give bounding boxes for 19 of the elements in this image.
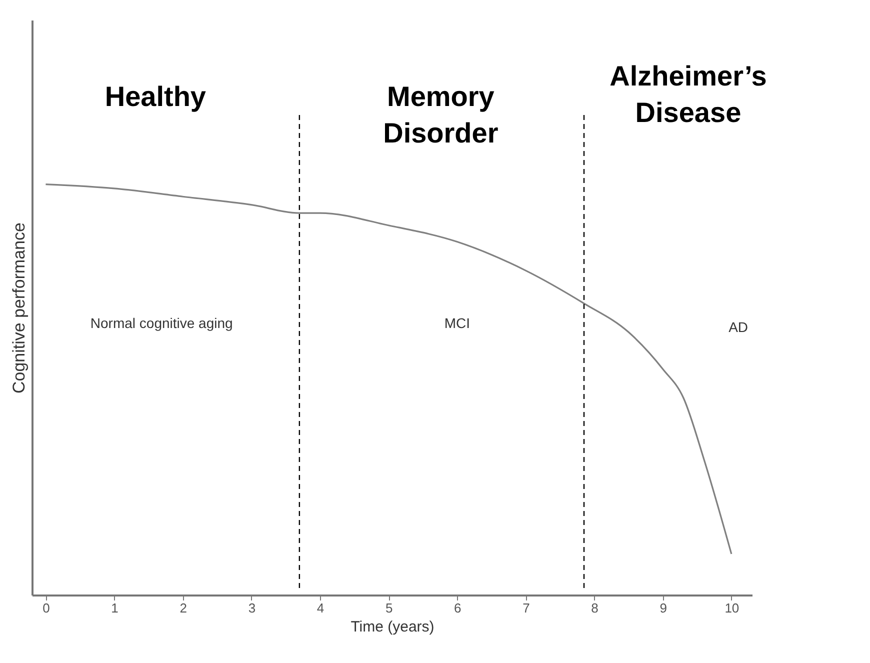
x-tick-label: 1 (111, 600, 118, 616)
annotation: Normal cognitive aging (90, 314, 233, 331)
x-tick-label: 7 (522, 600, 530, 616)
x-tick-label: 10 (724, 600, 740, 616)
x-tick-label: 8 (591, 600, 598, 616)
x-tick-label: 2 (180, 600, 187, 616)
x-tick-label: 9 (660, 600, 667, 616)
text: Memory Disorder (383, 81, 498, 148)
y-axis-title: Cognitive performance (10, 222, 28, 394)
x-tick-label: 5 (385, 600, 393, 616)
x-tick-label: 3 (248, 600, 256, 616)
x-axis-title: Time (years) (350, 618, 434, 636)
text: Healthy (104, 81, 206, 112)
x-tick-label: 0 (42, 600, 50, 616)
x-tick-label: 6 (454, 600, 462, 616)
annotation: MCI (444, 314, 470, 331)
annotation: AD (728, 319, 748, 336)
x-tick-label: 4 (316, 600, 324, 616)
text: Alzheimer’s Disease (610, 60, 767, 128)
